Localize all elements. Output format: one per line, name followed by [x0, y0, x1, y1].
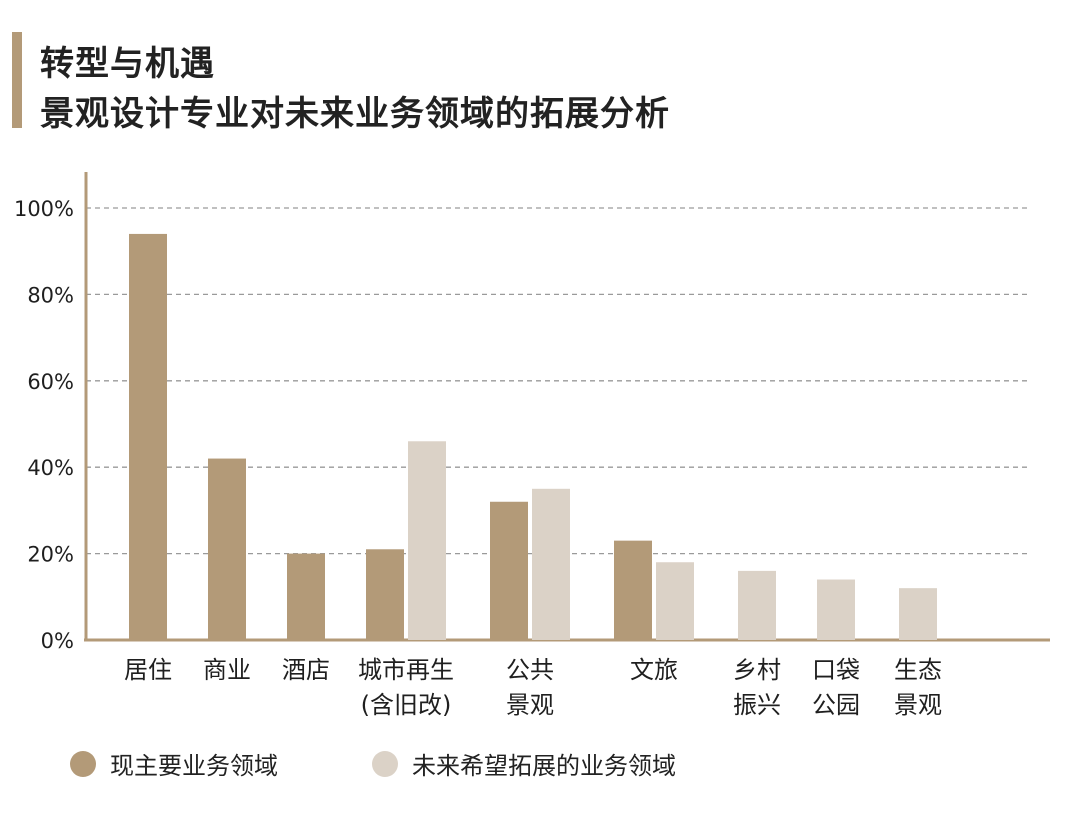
bar-current: [287, 553, 325, 640]
legend-label-current: 现主要业务领域: [110, 752, 278, 780]
y-tick-label: 40%: [27, 456, 74, 480]
x-category-label: 文旅: [630, 656, 678, 684]
x-category-label: 公共: [506, 656, 554, 684]
legend-item-future: 未来希望拓展的业务领域: [372, 746, 676, 781]
x-category-label: 生态: [894, 656, 942, 684]
bar-current: [490, 501, 528, 640]
x-category-label: 景观: [506, 691, 554, 719]
bar-future: [532, 488, 570, 640]
x-category-label: 商业: [203, 656, 251, 684]
legend-label-future: 未来希望拓展的业务领域: [412, 752, 676, 780]
bar-current: [129, 233, 167, 641]
x-category-label: 乡村: [733, 656, 781, 684]
title-accent-bar: [12, 32, 22, 128]
legend-swatch-current: [70, 750, 96, 777]
bar-future: [899, 588, 937, 640]
page-title: 转型与机遇: [40, 44, 215, 84]
bar-current: [208, 458, 246, 640]
x-category-label: 居住: [124, 656, 172, 684]
x-category-label: 口袋: [812, 656, 860, 684]
x-category-label: 振兴: [733, 691, 781, 719]
x-category-label: (含旧改): [361, 691, 452, 719]
legend-item-current: 现主要业务领域: [70, 746, 278, 781]
bar-future: [408, 441, 446, 640]
x-category-label: 城市再生: [358, 656, 454, 684]
page-subtitle: 景观设计专业对未来业务领域的拓展分析: [40, 94, 670, 134]
bar-current: [614, 540, 652, 640]
legend-swatch-future: [372, 750, 398, 777]
bar-current: [366, 549, 404, 640]
x-category-label: 公园: [812, 691, 860, 719]
bar-future: [738, 570, 776, 640]
y-tick-label: 20%: [27, 543, 74, 567]
y-tick-label: 100%: [14, 197, 74, 221]
y-tick-label: 60%: [27, 370, 74, 394]
bar-future: [817, 579, 855, 640]
x-category-label: 景观: [894, 691, 942, 719]
y-tick-label: 0%: [41, 629, 74, 653]
y-tick-label: 80%: [27, 283, 74, 307]
bar-future: [656, 562, 694, 640]
x-category-label: 酒店: [282, 656, 330, 684]
